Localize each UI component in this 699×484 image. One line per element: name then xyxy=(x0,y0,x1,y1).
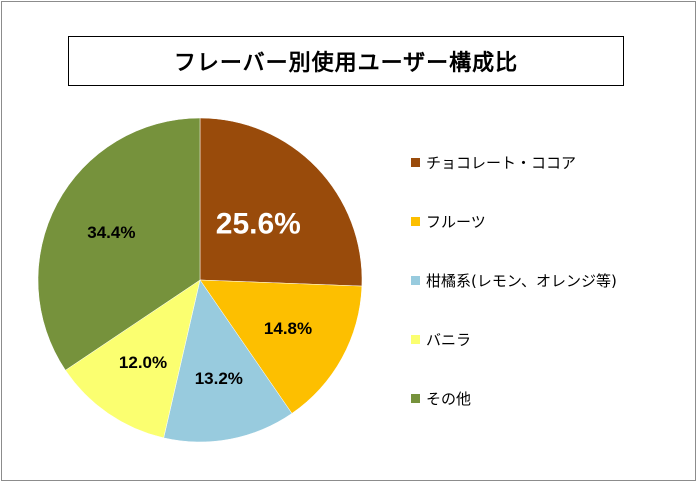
legend-swatch xyxy=(411,393,420,403)
pie-slice xyxy=(65,279,201,439)
data-label: 25.6% xyxy=(216,207,301,240)
legend-swatch xyxy=(411,157,420,167)
data-label: 13.2% xyxy=(195,369,243,388)
data-label: 34.4% xyxy=(87,223,135,242)
pie-slice xyxy=(37,117,201,371)
legend-swatch xyxy=(411,275,420,285)
pie-slice xyxy=(199,279,363,414)
pie-slice xyxy=(163,279,293,443)
legend-item: チョコレート・ココア xyxy=(411,150,576,174)
legend-label: フルーツ xyxy=(426,212,486,231)
legend-label: バニラ xyxy=(426,330,472,349)
data-label: 12.0% xyxy=(119,353,167,372)
chart-title-box: フレーバー別使用ユーザー構成比 xyxy=(68,36,624,86)
legend-label: チョコレート・ココア xyxy=(426,153,577,172)
chart-title: フレーバー別使用ユーザー構成比 xyxy=(173,51,519,76)
legend-swatch xyxy=(411,334,420,344)
legend-item: 柑橘系(レモン、オレンジ等) xyxy=(411,268,617,292)
pie-slice xyxy=(199,117,363,287)
legend-item: フルーツ xyxy=(411,209,486,233)
legend-swatch xyxy=(411,216,420,226)
legend-item: その他 xyxy=(411,386,471,410)
data-label: 14.8% xyxy=(264,319,312,338)
legend-label: 柑橘系(レモン、オレンジ等) xyxy=(426,271,617,290)
legend-item: バニラ xyxy=(411,327,471,351)
legend-label: その他 xyxy=(426,389,472,408)
